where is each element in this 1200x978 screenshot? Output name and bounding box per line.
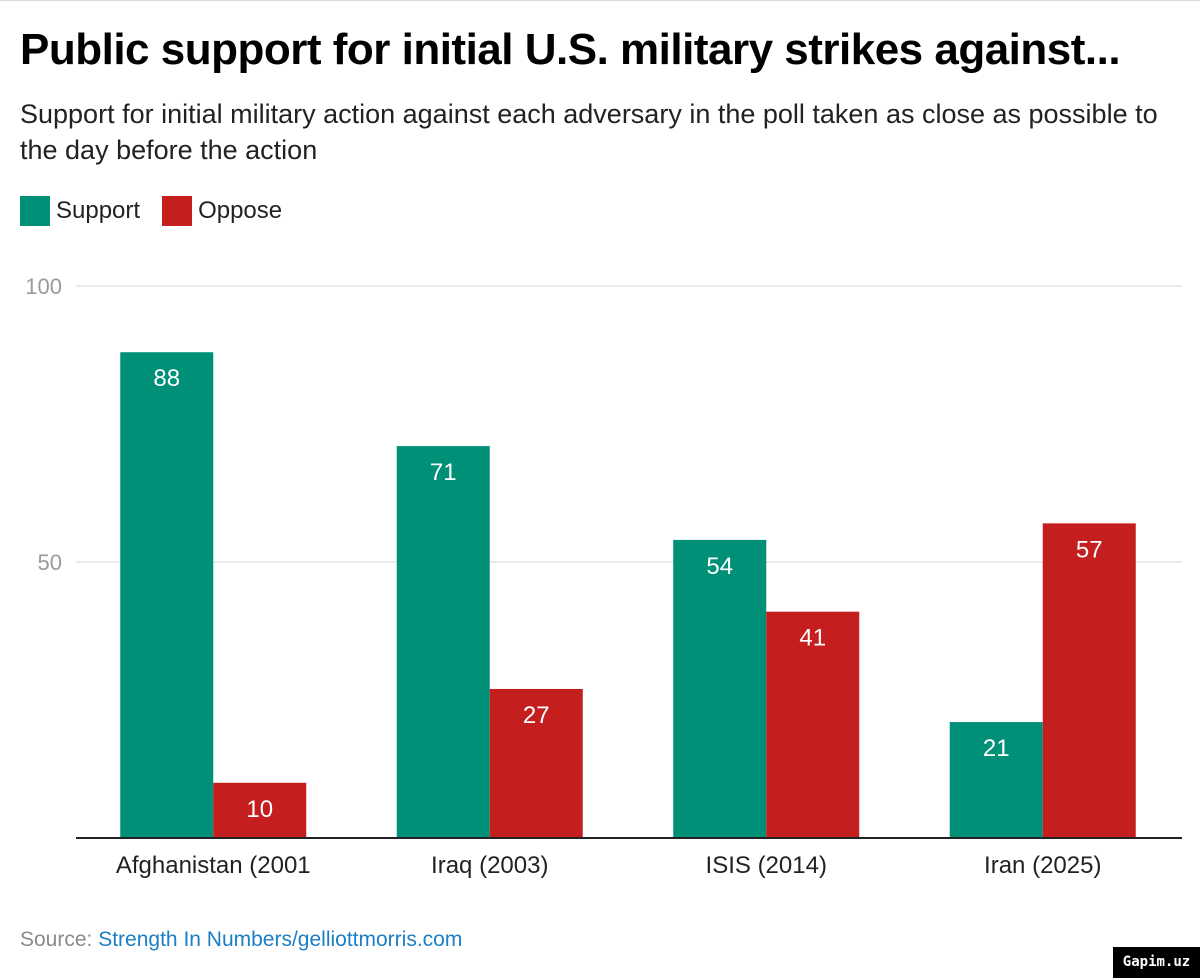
legend-label-oppose: Oppose: [198, 197, 283, 224]
bar-support: [673, 539, 767, 838]
data-label-support: 21: [983, 735, 1010, 762]
y-tick-label: 50: [38, 550, 62, 575]
chart-subtitle: Support for initial military action agai…: [20, 99, 1158, 165]
x-category-label: Afghanistan (2001: [116, 852, 311, 879]
source-link[interactable]: Strength In Numbers/gelliottmorris.com: [98, 928, 463, 951]
top-rule: [0, 0, 1200, 1]
bar-chart: 50 100 88 10 Afghanistan (2001 71 27 Iraq (2003…: [25, 274, 1182, 879]
legend-swatch-oppose: [162, 196, 193, 226]
legend: Support Oppose: [20, 196, 304, 226]
bar-oppose: [489, 688, 583, 838]
data-label-oppose: 27: [523, 702, 550, 729]
bar-support: [949, 722, 1043, 838]
data-label-oppose: 41: [799, 625, 826, 652]
x-category-label: Iran (2025): [984, 852, 1101, 879]
data-label-support: 71: [430, 459, 457, 486]
legend-item-oppose: Oppose: [162, 196, 282, 226]
bar-oppose: [1042, 523, 1136, 838]
watermark: Gapim.uz: [1113, 947, 1200, 978]
data-label-oppose: 10: [246, 796, 273, 823]
source-prefix: Source:: [20, 928, 99, 951]
data-label-support: 54: [706, 553, 733, 580]
data-label-oppose: 57: [1076, 536, 1103, 563]
legend-swatch-support: [20, 196, 50, 226]
x-category-label: ISIS (2014): [706, 852, 827, 879]
x-category-label: Iraq (2003): [431, 852, 548, 879]
bar-support: [396, 446, 490, 838]
source-line: Source: Strength In Numbers/gelliottmorr…: [20, 928, 462, 952]
chart-title: Public support for initial U.S. military…: [20, 25, 1121, 74]
y-tick-label: 100: [25, 274, 62, 299]
legend-item-support: Support: [20, 196, 140, 226]
bar-oppose: [213, 782, 307, 838]
data-label-support: 88: [153, 365, 180, 392]
bar-oppose: [766, 611, 860, 838]
legend-label-support: Support: [56, 197, 141, 224]
bar-support: [120, 352, 214, 838]
